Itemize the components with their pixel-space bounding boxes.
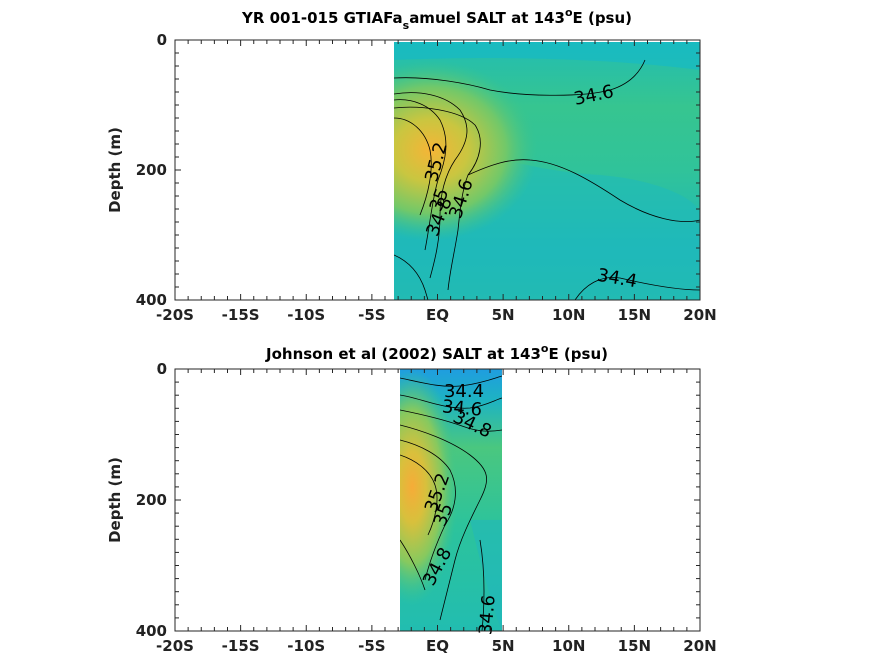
x-tick-label: -20S	[156, 637, 194, 655]
x-tick-label: 10N	[552, 306, 585, 324]
panel-top: YR 001-015 GTIAFasamuel SALT at 143oE (p…	[106, 6, 717, 324]
x-tick-label: -15S	[222, 306, 260, 324]
x-tick-label: -20S	[156, 306, 194, 324]
y-tick-label: 400	[136, 622, 167, 640]
panel-top-ylabel: Depth (m)	[106, 127, 124, 213]
y-tick-label: 0	[157, 31, 167, 49]
x-tick-label: 20N	[683, 306, 716, 324]
x-tick-label: -5S	[358, 306, 385, 324]
panel-bottom-contour-labels: 34.4 34.6 34.8 35.2 35 34.8 34.6	[419, 381, 500, 636]
contour-label: 34.6	[441, 396, 483, 420]
x-tick-label: 5N	[492, 306, 515, 324]
contour-label: 34.6	[475, 594, 499, 636]
y-tick-label: 200	[136, 491, 167, 509]
panel-bottom-x-ticks: -20S -15S -10S -5S EQ 5N 10N 15N 20N	[156, 369, 717, 655]
x-tick-label: EQ	[426, 637, 449, 655]
panel-top-y-ticks: 0 200 400	[136, 31, 700, 309]
panel-bottom-title: Johnson et al (2002) SALT at 143oE (psu)	[265, 342, 608, 363]
panel-top-x-ticks: -20S -15S -10S -5S EQ 5N 10N 15N 20N	[156, 40, 717, 324]
y-tick-label: 200	[136, 161, 167, 179]
x-tick-label: 10N	[552, 637, 585, 655]
panel-top-contours	[394, 59, 700, 300]
x-tick-label: 20N	[683, 637, 716, 655]
x-tick-label: EQ	[426, 306, 449, 324]
x-tick-label: -5S	[358, 637, 385, 655]
panel-top-heatmap	[394, 42, 700, 300]
x-tick-label: 5N	[492, 637, 515, 655]
x-tick-label: -10S	[287, 637, 325, 655]
panel-top-title: YR 001-015 GTIAFasamuel SALT at 143oE (p…	[241, 6, 632, 32]
y-tick-label: 0	[157, 360, 167, 378]
panel-bottom-ylabel: Depth (m)	[106, 457, 124, 543]
panel-bottom-y-ticks: 0 200 400	[136, 360, 700, 640]
x-tick-label: 15N	[618, 306, 651, 324]
x-tick-label: -10S	[287, 306, 325, 324]
y-tick-label: 400	[136, 291, 167, 309]
panel-bottom-contours	[400, 375, 502, 631]
contour-label: 34.4	[444, 381, 484, 402]
panel-bottom-heatmap	[400, 369, 502, 631]
x-tick-label: 15N	[618, 637, 651, 655]
panel-bottom: Johnson et al (2002) SALT at 143oE (psu)…	[106, 342, 717, 655]
x-tick-label: -15S	[222, 637, 260, 655]
